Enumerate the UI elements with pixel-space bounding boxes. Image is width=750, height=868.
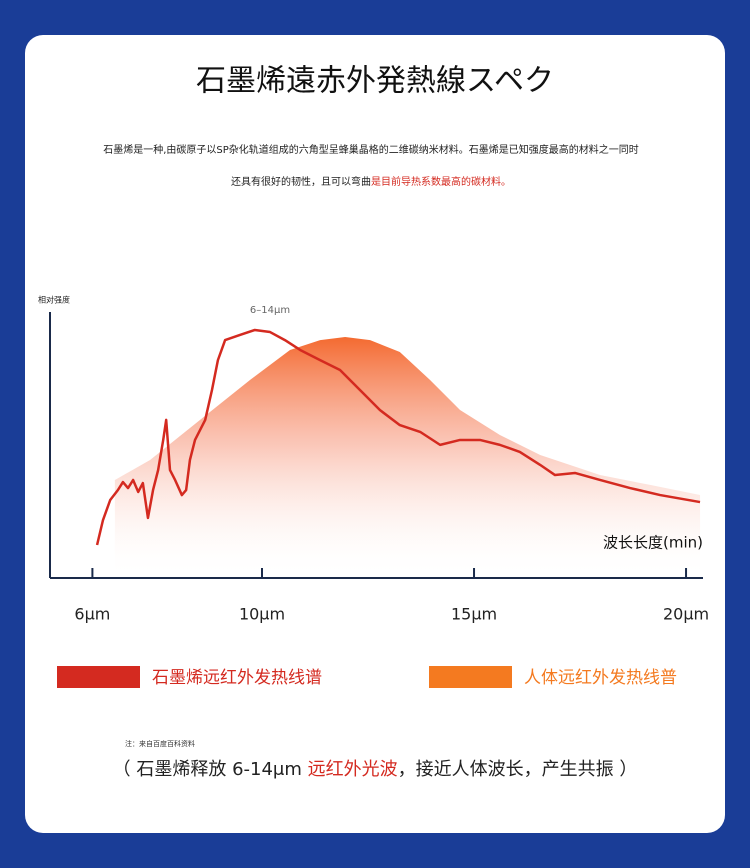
caption-text: （ 石墨烯释放 6-14μm <box>113 759 308 780</box>
y-axis-label: 相对强度 <box>38 295 70 305</box>
x-tick-label: 6μm <box>74 605 110 624</box>
x-axis-label: 波长长度(min) <box>603 534 703 552</box>
description: 还具有很好的韧性，且可以弯曲是目前导热系数最高的碳材料。 <box>231 175 511 188</box>
annotation: 6–14μm <box>250 305 290 316</box>
footnote: 注：来自百度百科资料 <box>125 739 195 748</box>
description: 石墨烯是一种,由碳原子以SP杂化轨道组成的六角型呈蜂巢晶格的二维碳纳米材料。石墨… <box>103 143 639 156</box>
caption-highlight: 远红外光波 <box>308 759 398 780</box>
line <box>95 328 701 546</box>
legend-label: 石墨烯远红外发热线谱 <box>152 668 322 688</box>
caption-text: ，接近人体波长，产生共振 ） <box>398 759 638 780</box>
legend-label: 人体远红外发热线普 <box>524 668 677 688</box>
description-text: 还具有很好的韧性，且可以弯曲 <box>231 175 371 188</box>
caption: （ 石墨烯释放 6-14μm 远红外光波，接近人体波长，产生共振 ） <box>113 759 638 780</box>
title: 石墨烯遠赤外発熱線スペク <box>196 64 554 99</box>
x-tick-label: 10μm <box>239 605 285 624</box>
legend-swatch <box>429 666 512 688</box>
legend-swatch <box>57 666 140 688</box>
area <box>114 336 701 578</box>
x-tick-label: 20μm <box>663 605 709 624</box>
description-highlight: 是目前导热系数最高的碳材料。 <box>371 175 511 188</box>
x-tick-label: 15μm <box>451 605 497 624</box>
